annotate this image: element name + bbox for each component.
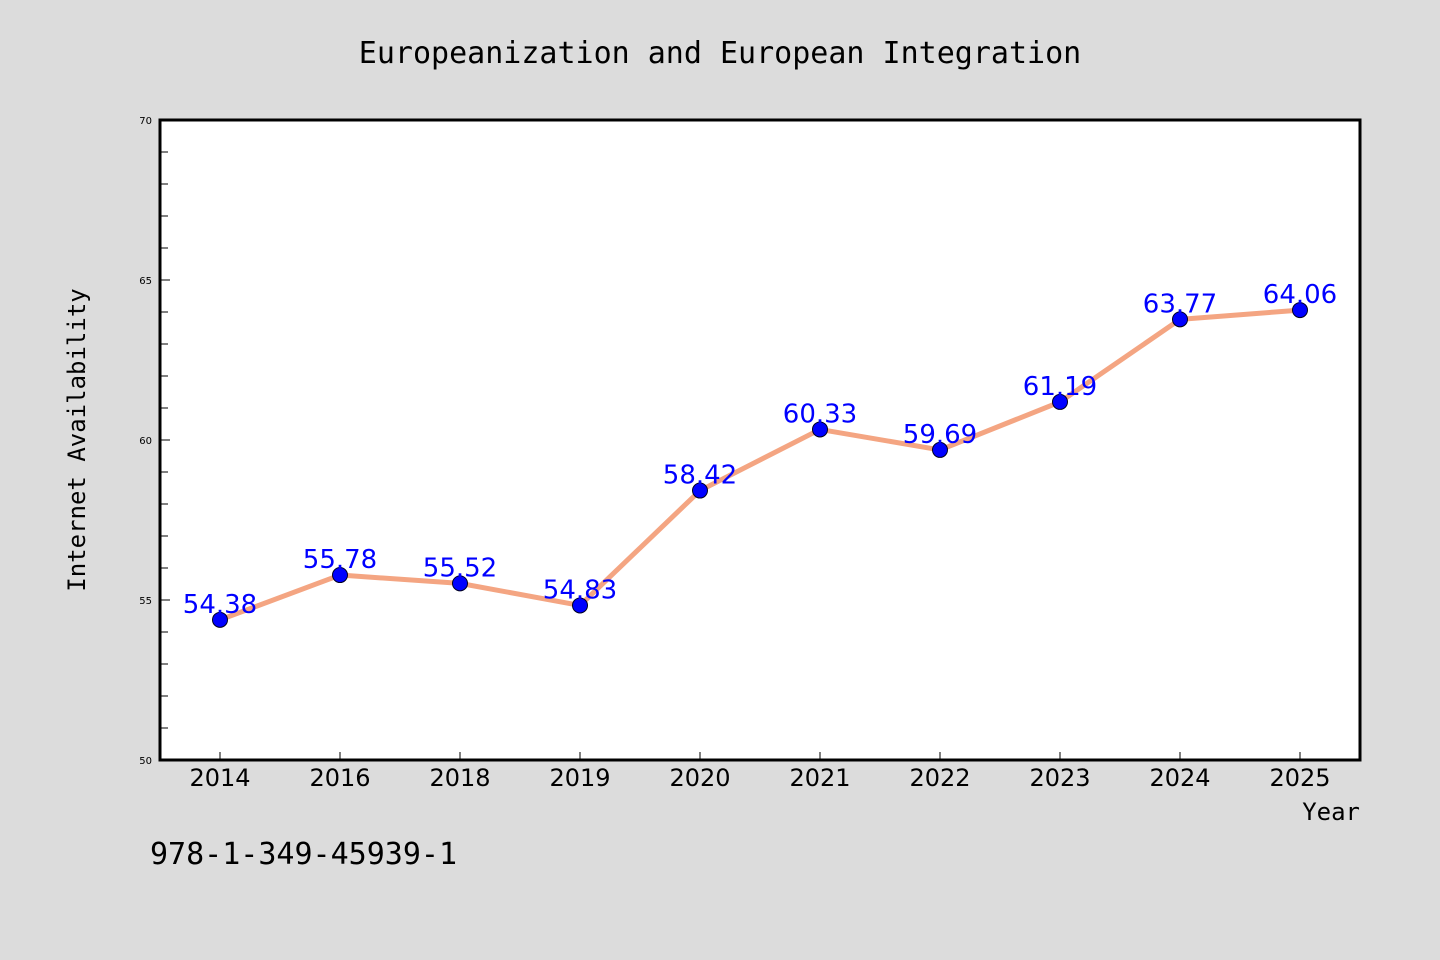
series-layer: 54.38 55.78 55.52 54.83 58.42 60.33 59.69 61.19… — [183, 280, 1337, 628]
y-axis-ticks: 50 55 60 65 70 — [139, 116, 170, 767]
data-label: 61.19 — [1023, 372, 1097, 402]
data-point — [1052, 393, 1068, 410]
x-axis-label: Year — [1302, 798, 1360, 826]
data-point — [572, 597, 588, 614]
data-point — [212, 611, 228, 628]
data-point — [332, 567, 348, 584]
data-label: 63.77 — [1143, 289, 1217, 319]
x-tick-label: 2021 — [789, 764, 850, 792]
data-label: 60.33 — [783, 399, 857, 429]
x-tick-label: 2022 — [909, 764, 970, 792]
x-tick-label: 2019 — [549, 764, 610, 792]
data-point — [1292, 302, 1308, 319]
x-axis-ticks: 2014 2016 2018 2019 2020 2021 2022 2023 2024 2025 — [189, 752, 1331, 792]
x-tick-label: 2024 — [1149, 764, 1210, 792]
data-label: 59.69 — [903, 420, 977, 450]
x-tick-label: 2016 — [309, 764, 370, 792]
data-point — [932, 441, 948, 458]
x-tick-label: 2020 — [669, 764, 730, 792]
x-tick-label: 2014 — [189, 764, 250, 792]
data-point — [452, 575, 468, 592]
data-label: 64.06 — [1263, 280, 1337, 310]
y-tick-label: 65 — [139, 276, 152, 287]
isbn-text: 978-1-349-45939-1 — [150, 837, 457, 872]
data-label: 54.83 — [543, 575, 617, 605]
data-label: 55.52 — [423, 553, 497, 583]
plot-area — [158, 118, 1362, 762]
y-tick-label: 50 — [139, 756, 152, 767]
x-tick-label: 2025 — [1269, 764, 1330, 792]
y-tick-label: 60 — [139, 436, 152, 447]
data-label: 55.78 — [303, 545, 377, 575]
y-tick-label: 70 — [139, 116, 152, 127]
y-axis-label: Internet Availability — [63, 288, 91, 591]
x-tick-label: 2023 — [1029, 764, 1090, 792]
data-point — [1172, 311, 1188, 328]
y-tick-label: 55 — [139, 596, 152, 607]
series-line — [217, 307, 1303, 623]
data-point — [692, 482, 708, 499]
x-tick-label: 2018 — [429, 764, 490, 792]
chart-title: Europeanization and European Integration — [359, 36, 1081, 71]
data-point — [812, 421, 828, 438]
data-label: 54.38 — [183, 590, 257, 620]
data-label: 58.42 — [663, 461, 737, 491]
